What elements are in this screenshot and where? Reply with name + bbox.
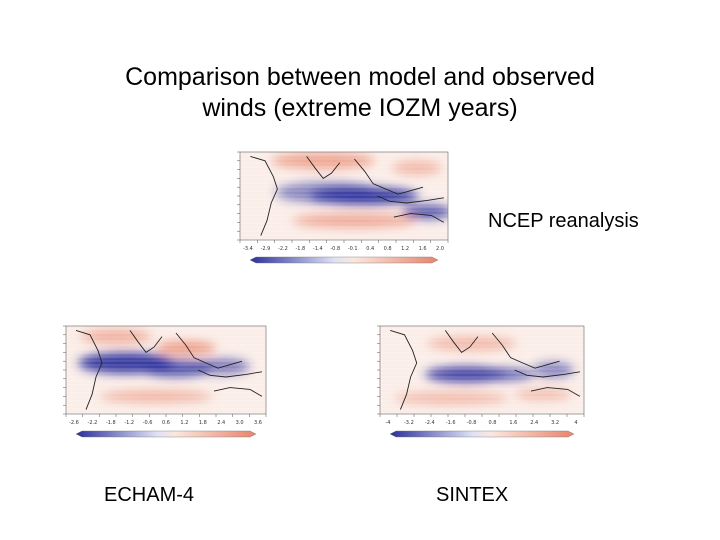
echam-map: -2.6 -2.2 -1.8 -1.2 -0.6 0.6 1.2 1.8 2.4 3.0 3.6 <box>54 322 270 462</box>
ncep-coastline <box>377 195 444 204</box>
echam-coastline <box>75 329 103 410</box>
sintex-coastline <box>491 332 560 369</box>
sintex-colorbar-tick: -0.8 <box>467 420 477 426</box>
ncep-coastline <box>354 158 424 195</box>
slide-title: Comparison between model and observed wi… <box>60 62 660 124</box>
title-line-1: Comparison between model and observed <box>125 63 595 91</box>
echam-colorbar-tick: -2.2 <box>88 420 98 426</box>
echam-colorbar-tick: 1.2 <box>180 420 188 426</box>
echam-colorbar-tick: 2.4 <box>217 420 225 426</box>
ncep-map: -3.4 -2.9 -2.2 -1.8 -1.4 -0.8 -0.1 0.4 0.8 1.2 1.6… <box>228 148 452 288</box>
echam-colorbar <box>75 430 257 438</box>
ncep-colorbar-tick: 2.0 <box>436 246 444 252</box>
ncep-colorbar-tick: -0.1 <box>348 246 358 252</box>
sintex-colorbar-tick: 4 <box>574 420 577 426</box>
sintex-colorbar-tick: 1.6 <box>509 420 517 426</box>
sintex-colorbar-tick: 3.2 <box>551 420 559 426</box>
sintex-colorbar-tick: -2.4 <box>425 420 435 426</box>
sintex-colorbar-tick: -4 <box>386 420 391 426</box>
ncep-colorbar-tick: 0.8 <box>384 246 392 252</box>
ncep-anomaly-contour <box>402 204 448 219</box>
echam-anomaly-contour <box>156 340 216 356</box>
ncep-coastline <box>250 155 278 236</box>
sintex-colorbar-tick: 2.4 <box>530 420 538 426</box>
echam-colorbar-tick: 3.0 <box>236 420 244 426</box>
echam-anomaly-contour <box>140 359 212 378</box>
ncep-anomaly-contour <box>292 213 417 228</box>
echam-colorbar-tick: 0.6 <box>162 420 170 426</box>
echam-colorbar-tick: -2.6 <box>69 420 79 426</box>
echam-coastline <box>175 332 243 369</box>
ncep-anomaly-contour <box>391 160 442 175</box>
ncep-colorbar-tick: 1.2 <box>401 246 409 252</box>
ncep-colorbar-tick: -1.8 <box>295 246 305 252</box>
ncep-label: NCEP reanalysis <box>488 210 639 232</box>
ncep-colorbar-tick: 1.6 <box>419 246 427 252</box>
sintex-anomaly-contour <box>426 336 517 351</box>
sintex-colorbar-tick: -3.2 <box>404 420 414 426</box>
ncep-coastline <box>306 156 341 179</box>
echam-coastline <box>129 330 163 354</box>
ncep-anomaly-contour <box>275 181 380 204</box>
sintex-anomaly-contour <box>477 368 536 381</box>
sintex-colorbar-tick: 0.8 <box>488 420 496 426</box>
echam-colorbar-tick: -0.6 <box>143 420 153 426</box>
ncep-anomaly-contour <box>271 152 376 169</box>
echam-anomaly-contour <box>100 390 212 403</box>
ncep-colorbar-tick: -3.4 <box>243 246 253 252</box>
echam-map-svg: -2.6 -2.2 -1.8 -1.2 -0.6 0.6 1.2 1.8 2.4 3.0 3.6 <box>63 325 267 438</box>
ncep-colorbar <box>249 256 439 264</box>
ncep-colorbar-tick: -1.4 <box>313 246 323 252</box>
sintex-coastline <box>514 369 580 378</box>
sintex-coastline <box>444 330 479 354</box>
ncep-coastline <box>393 213 445 223</box>
sintex-label: SINTEX <box>436 484 509 506</box>
echam-anomaly-contour <box>80 329 152 344</box>
ncep-colorbar-tick: -0.8 <box>330 246 340 252</box>
sintex-colorbar <box>389 430 575 438</box>
ncep-colorbar-tick: -2.9 <box>261 246 271 252</box>
title-line-2: winds (extreme IOZM years) <box>202 94 518 122</box>
echam-coastline <box>197 369 263 378</box>
sintex-anomaly-contour <box>514 389 572 400</box>
sintex-map: -4 -3.2 -2.4 -1.6 -0.8 0.8 1.6 2.4 3.2 4 <box>368 322 588 462</box>
sintex-map-svg: -4 -3.2 -2.4 -1.6 -0.8 0.8 1.6 2.4 3.2 4 <box>377 325 585 438</box>
ncep-colorbar-tick: 0.4 <box>366 246 374 252</box>
echam-colorbar-tick: 3.6 <box>254 420 262 426</box>
echam-colorbar-tick: -1.8 <box>106 420 116 426</box>
echam-coastline <box>213 387 263 397</box>
echam-label: ECHAM-4 <box>104 484 195 506</box>
echam-colorbar-tick: 1.8 <box>199 420 207 426</box>
sintex-coastline <box>530 387 581 397</box>
ncep-colorbar-tick: -2.2 <box>278 246 288 252</box>
sintex-anomaly-contour <box>394 392 509 405</box>
ncep-map-svg: -3.4 -2.9 -2.2 -1.8 -1.4 -0.8 -0.1 0.4 0.8 1.2 1.6… <box>237 151 449 264</box>
echam-colorbar-tick: -1.2 <box>124 420 134 426</box>
sintex-coastline <box>390 329 418 410</box>
sintex-colorbar-tick: -1.6 <box>446 420 456 426</box>
